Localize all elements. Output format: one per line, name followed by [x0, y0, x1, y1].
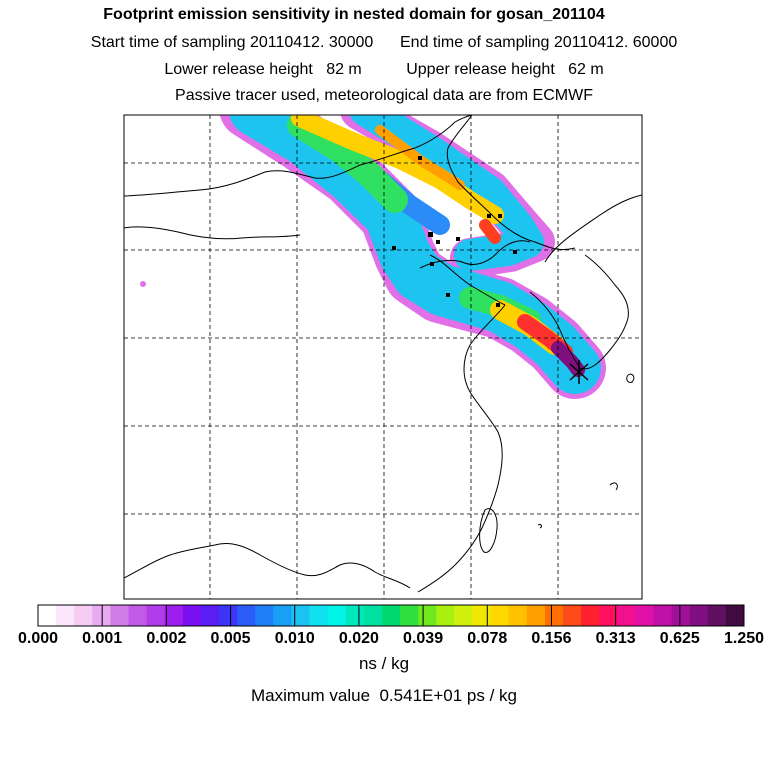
footprint-plume — [140, 115, 606, 399]
border-south — [124, 542, 411, 589]
colorbar-swatch — [200, 605, 220, 626]
city-marker — [418, 156, 422, 160]
colorbar-swatch — [671, 605, 691, 626]
colorbar-swatch — [454, 605, 473, 626]
city-marker — [392, 246, 396, 250]
lower-release-label: Lower release height 82 m — [164, 61, 362, 78]
colorbar-tick-label: 0.625 — [659, 630, 700, 647]
plume-red-spot — [479, 219, 501, 244]
colorbar-swatch — [725, 605, 745, 626]
colorbar-units: ns / kg — [358, 654, 410, 673]
colorbar — [37, 604, 745, 627]
chart-title: Footprint emission sensitivity in nested… — [103, 6, 605, 23]
colorbar-swatch — [635, 605, 654, 626]
colorbar-swatch — [400, 605, 419, 626]
city-marker — [513, 250, 517, 254]
colorbar-swatch — [327, 605, 347, 626]
colorbar-swatch — [345, 605, 365, 626]
gridlines — [124, 115, 642, 599]
japan-islands — [537, 373, 635, 529]
colorbar-swatch — [128, 605, 148, 626]
sample-markers — [392, 156, 517, 307]
colorbar-swatch — [436, 605, 455, 626]
colorbar-tick-label: 0.313 — [595, 630, 636, 647]
colorbar-tick-label: 0.010 — [274, 630, 315, 647]
colorbar-swatch — [381, 605, 401, 626]
colorbar-tick-label: 0.020 — [338, 630, 379, 647]
colorbar-swatch — [653, 605, 673, 626]
colorbar-swatch — [599, 605, 618, 626]
border-north — [124, 115, 473, 197]
receptor-gosan — [569, 360, 589, 384]
city-marker — [456, 237, 460, 241]
upper-release-label: Upper release height 62 m — [406, 61, 604, 78]
colorbar-swatch — [689, 605, 709, 626]
colorbar-swatch — [237, 605, 256, 626]
colorbar-swatch — [418, 605, 437, 626]
colorbar-swatch — [255, 605, 274, 626]
colorbar-swatch — [508, 605, 528, 626]
colorbar-tick-label: 1.250 — [723, 630, 765, 647]
colorbar-swatch — [291, 605, 311, 626]
plume-green — [287, 115, 408, 213]
end-time-label: End time of sampling 20110412. 60000 — [400, 34, 678, 51]
tracer-note: Passive tracer used, meteorological data… — [175, 87, 593, 104]
colorbar-tick-label: 0.005 — [210, 630, 251, 647]
colorbar-swatch — [182, 605, 202, 626]
colorbar-swatch — [38, 605, 57, 626]
city-marker — [436, 240, 440, 244]
plume-branch-body — [349, 115, 544, 271]
colorbar-swatch — [490, 605, 510, 626]
colorbar-tick-label: 0.039 — [403, 630, 444, 647]
city-marker — [487, 214, 491, 218]
colorbar-swatch — [526, 605, 546, 626]
maximum-value: Maximum value 0.541E+01 ps / kg — [251, 686, 517, 705]
colorbar-tick-label: 0.002 — [146, 630, 187, 647]
colorbar-swatch — [74, 605, 93, 626]
colorbar-swatch — [219, 605, 238, 626]
colorbar-swatch — [562, 605, 582, 626]
colorbar-swatch — [146, 605, 166, 626]
colorbar-tick-label: 0.156 — [531, 630, 572, 647]
isolated-spot — [140, 281, 146, 287]
colorbar-swatch — [309, 605, 329, 626]
colorbar-swatch — [164, 605, 184, 626]
city-marker — [430, 262, 434, 266]
start-time-label: Start time of sampling 20110412. 30000 — [90, 34, 374, 51]
sampling-times: Start time of sampling 20110412. 30000 E… — [0, 34, 768, 52]
coastline-bohai — [419, 240, 531, 269]
colorbar-swatch — [363, 605, 383, 626]
taiwan — [479, 508, 498, 553]
colorbar-swatch — [544, 605, 564, 626]
border-west — [124, 226, 301, 240]
city-marker — [498, 214, 502, 218]
city-marker — [428, 232, 433, 237]
colorbar-tick-label: 0.001 — [82, 630, 123, 647]
colorbar-swatch — [110, 605, 130, 626]
colorbar-swatch — [273, 605, 292, 626]
plume-yellow — [291, 115, 504, 224]
colorbar-swatch — [92, 605, 111, 626]
colorbar-swatch — [472, 605, 492, 626]
colorbar-swatch — [56, 605, 75, 626]
plot-frame — [123, 114, 643, 600]
plume-peak — [551, 341, 585, 377]
release-heights: Lower release height 82 m Upper release … — [0, 61, 768, 79]
colorbar-swatch — [581, 605, 600, 626]
colorbar-tick-label: 0.000 — [17, 630, 59, 647]
city-marker — [496, 303, 500, 307]
coastline-china-east — [417, 254, 506, 593]
colorbar-tick-label: 0.078 — [467, 630, 508, 647]
colorbar-swatch — [707, 605, 727, 626]
coastlines — [124, 115, 642, 593]
border-northeast — [446, 115, 576, 251]
colorbar-swatch — [617, 605, 636, 626]
city-marker — [446, 293, 450, 297]
